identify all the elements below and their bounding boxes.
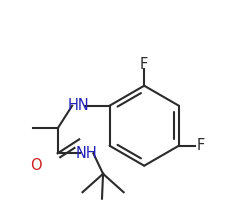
Text: F: F	[196, 138, 204, 153]
Text: HN: HN	[67, 98, 89, 113]
Text: NH: NH	[76, 146, 97, 161]
Text: F: F	[139, 57, 148, 72]
Text: O: O	[30, 158, 42, 173]
